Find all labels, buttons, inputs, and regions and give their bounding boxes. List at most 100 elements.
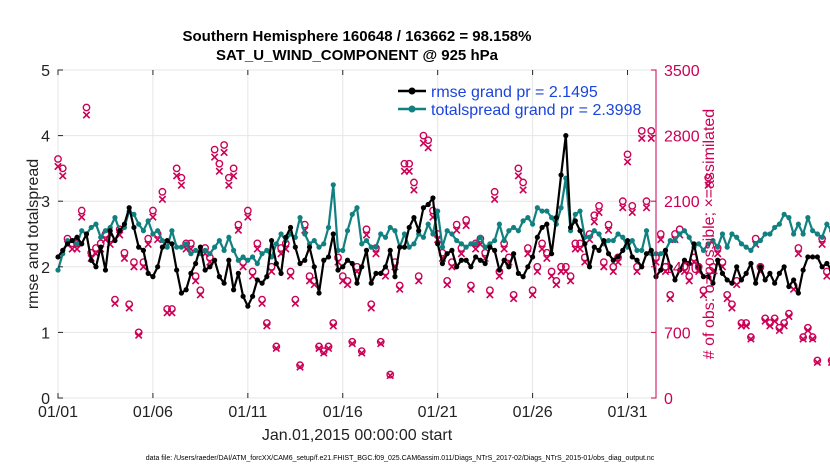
legend-spread-marker — [408, 105, 416, 113]
rmse-point — [273, 260, 279, 267]
totalspread-point — [596, 231, 602, 237]
totalspread-point — [767, 231, 773, 237]
totalspread-point — [302, 231, 308, 237]
assimilated-obs-point — [395, 285, 404, 294]
rmse-point — [463, 257, 469, 263]
assimilated-obs-point — [637, 134, 646, 143]
possible-obs-point — [822, 267, 830, 276]
rmse-point — [781, 264, 787, 270]
possible-obs-point — [827, 356, 830, 365]
rmse-point — [639, 264, 645, 270]
rmse-point — [772, 280, 778, 286]
rmse-point — [221, 280, 227, 286]
assimilated-obs-point — [827, 358, 830, 367]
totalspread-point — [216, 237, 222, 244]
x-axis-label: Jan.01,2015 00:00:00 start — [262, 427, 453, 444]
possible-obs-point — [144, 234, 153, 243]
rmse-point — [259, 280, 265, 286]
totalspread-point — [311, 237, 317, 244]
rmse-point — [501, 257, 507, 263]
rmse-point — [278, 270, 284, 276]
rmse-point — [354, 280, 360, 286]
totalspread-point — [273, 241, 279, 247]
rmse-point — [724, 277, 730, 283]
totalspread-point — [586, 234, 593, 240]
rmse-point — [83, 231, 90, 237]
assimilated-obs-point — [680, 267, 689, 276]
assimilated-obs-point — [125, 304, 133, 312]
possible-obs-point — [808, 333, 817, 341]
totalspread-point — [795, 221, 801, 227]
totalspread-point — [610, 237, 616, 244]
totalspread-line — [56, 177, 830, 271]
assimilated-obs-point — [543, 254, 551, 263]
assimilated-obs-point — [509, 294, 518, 303]
rmse-point — [302, 257, 308, 263]
assimilated-obs-point — [424, 144, 432, 152]
totalspread-point — [800, 231, 806, 237]
assimilated-obs-point — [343, 280, 352, 289]
assimilated-obs-point — [462, 221, 470, 230]
rmse-point — [155, 264, 161, 270]
assimilated-obs-point — [158, 195, 167, 204]
rmse-point — [643, 251, 650, 257]
assimilated-obs-point — [448, 263, 456, 271]
totalspread-point — [231, 247, 237, 253]
assimilated-obs-point — [747, 335, 755, 343]
rmse-point — [738, 277, 745, 283]
assimilated-obs-point — [77, 213, 86, 221]
rmse-point — [311, 264, 317, 270]
possible-obs-point — [234, 220, 243, 229]
assimilated-obs-point — [111, 299, 119, 308]
assimilated-obs-point — [357, 349, 366, 357]
assimilated-obs-point — [699, 291, 708, 299]
possible-obs-point — [315, 342, 323, 351]
totalspread-point — [492, 237, 498, 244]
totalspread-point — [330, 182, 336, 188]
totalspread-point — [164, 244, 170, 250]
totalspread-point — [501, 237, 507, 244]
totalspread-point — [79, 228, 85, 234]
rmse-point — [767, 270, 773, 276]
rmse-point — [174, 267, 180, 273]
assimilated-obs-point — [656, 235, 665, 244]
possible-obs-point — [747, 333, 755, 341]
rmse-point — [477, 257, 483, 263]
assimilated-obs-point — [685, 277, 693, 285]
totalspread-point — [719, 231, 726, 237]
possible-obs-point — [452, 220, 461, 229]
rmse-point — [79, 241, 85, 247]
totalspread-point — [748, 247, 754, 253]
assimilated-obs-point — [633, 267, 641, 276]
totalspread-point — [145, 218, 151, 224]
rmse-point — [349, 260, 355, 267]
assimilated-obs-point — [524, 249, 532, 258]
rmse-point — [548, 251, 555, 257]
possible-obs-point — [410, 178, 418, 187]
totalspread-point — [615, 231, 621, 237]
rmse-point — [249, 293, 256, 299]
assimilated-obs-point — [134, 331, 143, 339]
rmse-point — [420, 205, 427, 211]
possible-obs-point — [618, 197, 627, 206]
totalspread-point — [221, 247, 227, 253]
rmse-series — [55, 133, 830, 309]
possible-obs-point — [149, 206, 157, 215]
assimilated-obs-point — [215, 167, 224, 175]
totalspread-point — [183, 241, 189, 247]
rmse-point — [601, 237, 607, 244]
assimilated-obs-point — [196, 291, 205, 299]
assimilated-obs-point — [58, 172, 67, 180]
assimilated-obs-point — [324, 344, 333, 353]
possible-obs-point — [424, 136, 433, 145]
rmse-point — [515, 270, 521, 276]
rmse-point — [667, 264, 673, 270]
possible-obs-point — [538, 239, 546, 248]
rmse-point — [131, 224, 137, 231]
assimilated-obs-point — [713, 249, 722, 258]
chart-title: Southern Hemisphere 160648 / 163662 = 98… — [183, 28, 532, 45]
totalspread-point — [805, 215, 811, 221]
assimilated-obs-point — [732, 280, 741, 289]
totalspread-point — [791, 231, 797, 237]
rmse-point — [748, 260, 754, 267]
